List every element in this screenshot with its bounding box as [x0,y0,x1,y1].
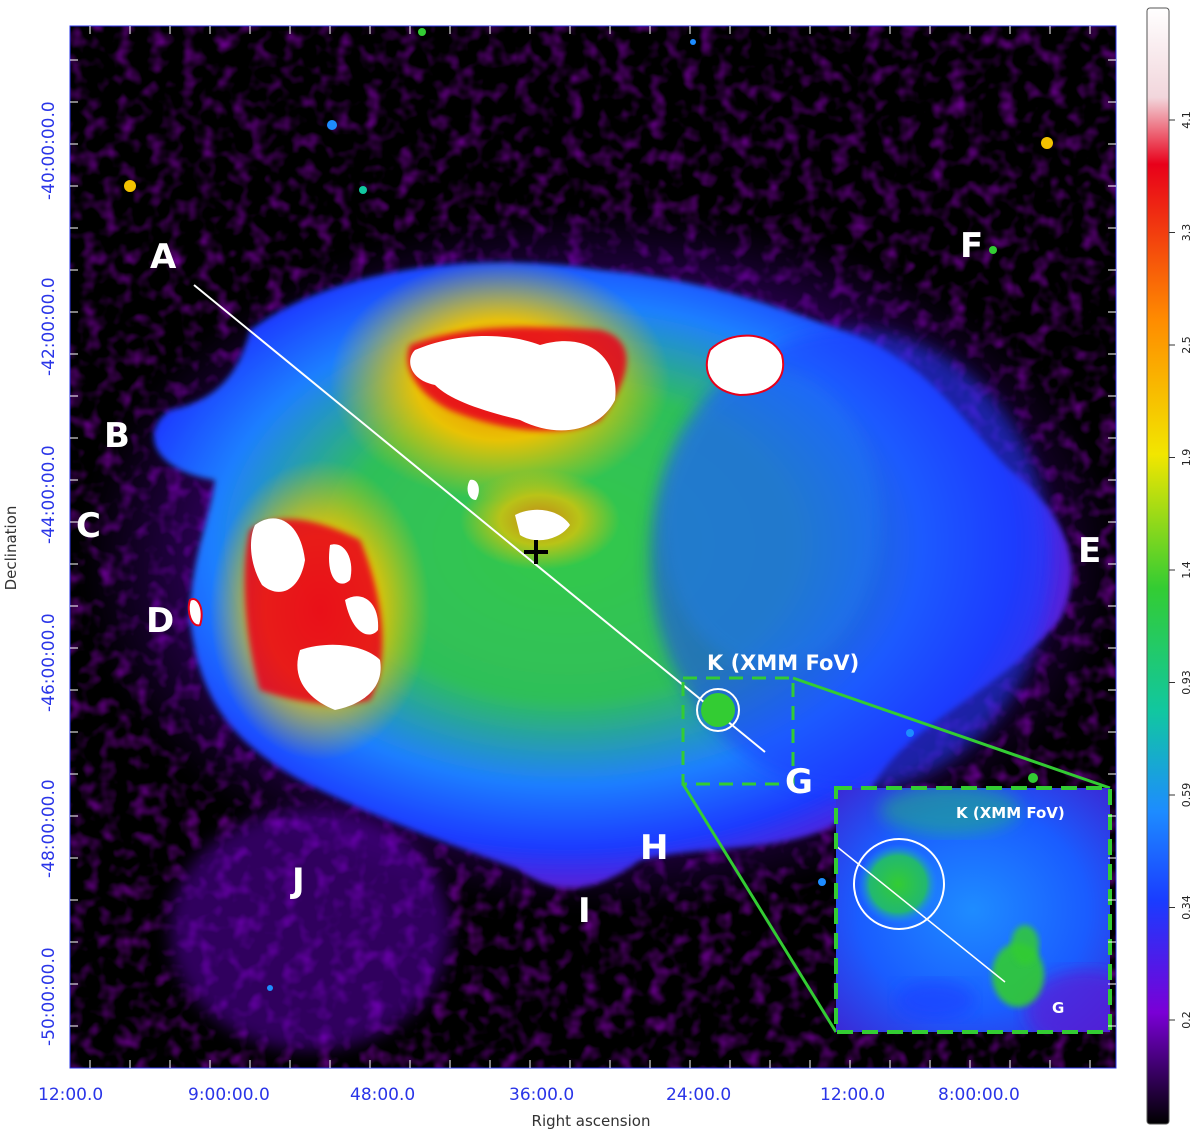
region-label-a: A [150,237,177,277]
x-axis: 12:00.0 9:00:00.0 48:00.0 36:00.0 24:00.… [38,1085,1020,1130]
x-tick-label: 36:00.0 [509,1085,574,1105]
x-tick-label: 24:00.0 [666,1085,731,1105]
y-tick-label: -42:00:00.0 [39,277,59,376]
y-axis: -40:00:00.0 -42:00:00.0 -44:00:00.0 -46:… [2,101,59,1046]
colorbar-ticks: 4.1 3.3 2.5 1.9 1.4 0.93 0.59 0.34 0.2 [1169,111,1193,1029]
zoom-box [681,676,795,786]
y-tick-label: -48:00:00.0 [39,779,59,878]
inset-xmm-fov-circle [853,838,945,930]
region-label-g: G [785,762,813,802]
colorbar-tick-label: 1.4 [1180,561,1193,579]
region-label-e: E [1078,531,1101,571]
center-cross-icon [524,540,548,564]
colorbar-tick-label: 2.5 [1180,336,1193,354]
region-label-f: F [960,226,983,266]
x-tick-label: 12:00.0 [820,1085,885,1105]
region-label-k: K (XMM FoV) [707,651,859,675]
y-tick-label: -44:00:00.0 [39,445,59,544]
colorbar: 4.1 3.3 2.5 1.9 1.4 0.93 0.59 0.34 0.2 [1146,7,1193,1125]
colorbar-tick-label: 0.93 [1180,670,1193,695]
y-tick-label: -46:00:00.0 [39,613,59,712]
region-label-b: B [104,416,130,456]
colorbar-tick-label: 3.3 [1180,224,1193,242]
x-tick-label: 8:00:00.0 [938,1085,1020,1105]
y-tick-label: -40:00:00.0 [39,101,59,200]
colorbar-tick-label: 1.9 [1180,449,1193,467]
xmm-fov-circle [696,688,740,732]
region-label-c: C [76,506,101,546]
colorbar-tick-label: 0.59 [1180,783,1193,808]
inset-label-k: K (XMM FoV) [956,804,1065,822]
region-label-i: I [578,891,591,931]
colorbar-tick-label: 4.1 [1180,111,1193,129]
colorbar-tick-label: 0.2 [1180,1011,1193,1029]
region-label-d: D [146,601,174,641]
y-tick-label: -50:00:00.0 [39,947,59,1046]
inset-panel: K (XMM FoV) G [834,786,1112,1034]
plot-frame [69,25,1117,1069]
x-tick-label: 48:00.0 [350,1085,415,1105]
region-label-h: H [640,828,668,868]
x-axis-label: Right ascension [532,1112,651,1130]
colorbar-tick-label: 0.34 [1180,895,1193,920]
image-panel: A B C D E F G H I J K (XMM FoV) K (XMM F… [70,26,1116,1068]
inset-label-g: G [1052,999,1064,1017]
y-axis-label: Declination [2,506,20,591]
x-tick-label: 9:00:00.0 [188,1085,270,1105]
region-label-j: J [290,861,305,901]
x-tick-label: 12:00.0 [38,1085,103,1105]
tick-marks [70,26,1116,1068]
